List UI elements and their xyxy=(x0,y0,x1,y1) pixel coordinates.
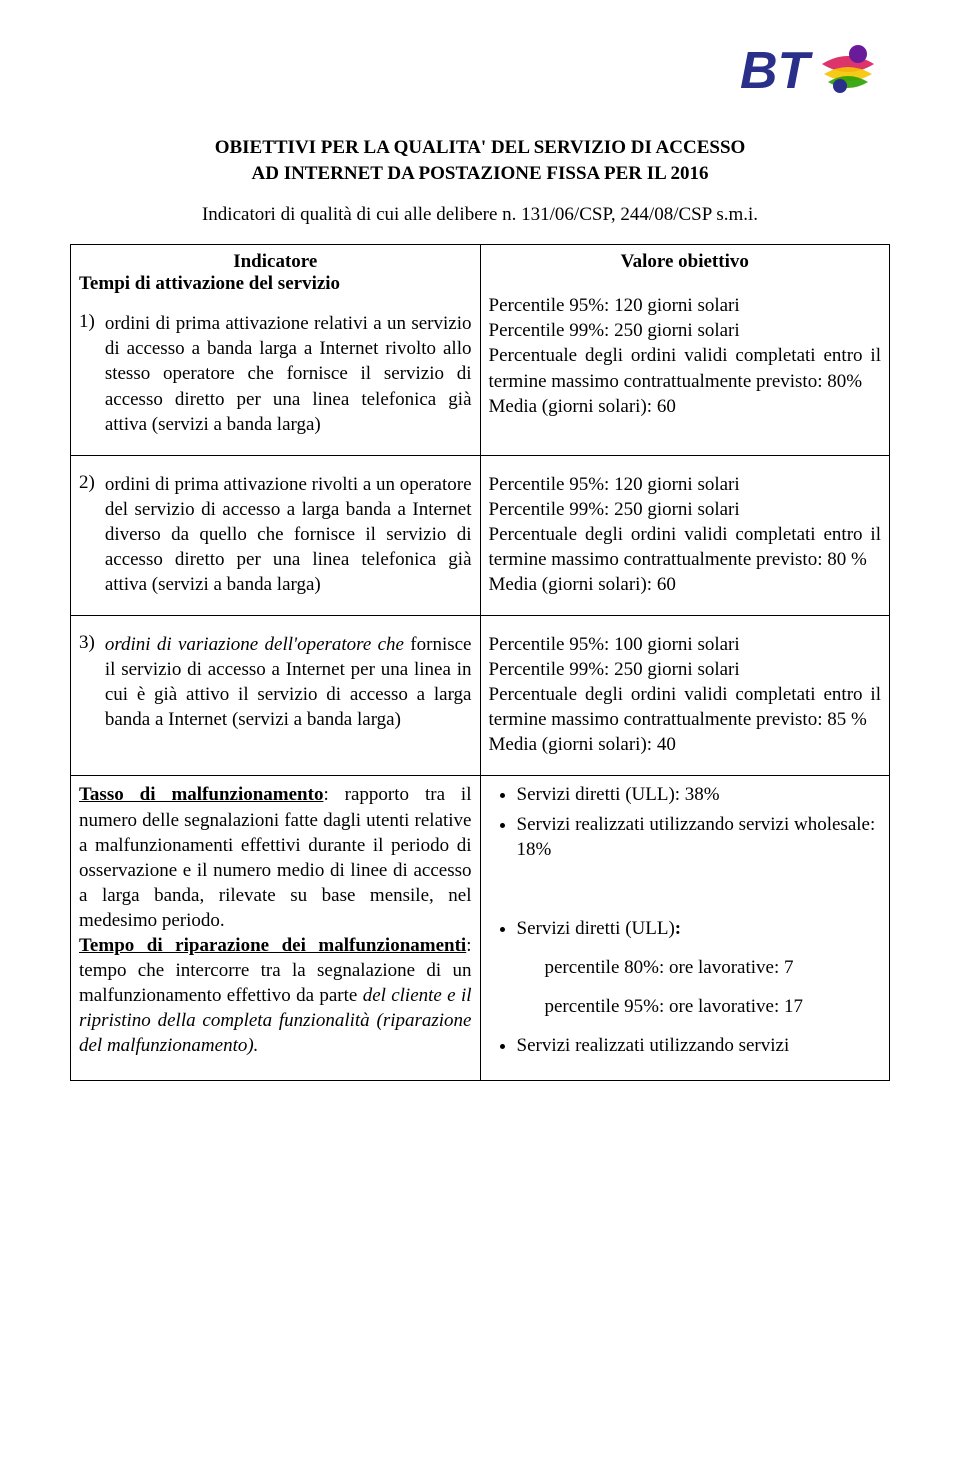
bt-logo: BT xyxy=(740,40,890,107)
item-number-2: 2) xyxy=(79,472,95,494)
item-number-3: 3) xyxy=(79,632,95,654)
val-1-p95: Percentile 95%: 120 giorni solari xyxy=(489,293,882,318)
val-2-media: Media (giorni solari): 60 xyxy=(489,572,882,597)
val-1-media: Media (giorni solari): 60 xyxy=(489,394,882,419)
tempo-riparazione: Tempo di riparazione dei malfunzionament… xyxy=(79,933,472,1058)
logo-text: BT xyxy=(740,42,814,100)
val-3-p99: Percentile 99%: 250 giorni solari xyxy=(489,657,882,682)
val-2-pct: Percentuale degli ordini validi completa… xyxy=(489,522,882,572)
title-line-1: OBIETTIVI PER LA QUALITA' DEL SERVIZIO D… xyxy=(70,135,890,161)
tasso-malfunzionamento: Tasso di malfunzionamento: rapporto tra … xyxy=(79,782,472,932)
val-3-media: Media (giorni solari): 40 xyxy=(489,732,882,757)
val-1-p99: Percentile 99%: 250 giorni solari xyxy=(489,318,882,343)
item-body-2: ordini di prima attivazione rivolti a un… xyxy=(105,472,472,597)
col-header-indicatore: Indicatore xyxy=(79,251,472,273)
bullet-servizi-wholesale-18: Servizi realizzati utilizzando servizi w… xyxy=(517,812,882,862)
item-number-1: 1) xyxy=(79,311,95,333)
bullet-servizi-diretti-ull: Servizi diretti (ULL): percentile 80%: o… xyxy=(517,916,882,1019)
table-row: Tasso di malfunzionamento: rapporto tra … xyxy=(71,776,890,1081)
table-row: 3) ordini di variazione dell'operatore c… xyxy=(71,616,890,776)
logo-row: BT xyxy=(70,40,890,107)
bullet-servizi-diretti-38: Servizi diretti (ULL): 38% xyxy=(517,782,882,807)
item-body-1: ordini di prima attivazione relativi a u… xyxy=(105,311,472,436)
table-row: 2) ordini di prima attivazione rivolti a… xyxy=(71,455,890,615)
percentile-80: percentile 80%: ore lavorative: 7 xyxy=(545,955,882,980)
val-2-p99: Percentile 99%: 250 giorni solari xyxy=(489,497,882,522)
val-3-pct: Percentuale degli ordini validi completa… xyxy=(489,682,882,732)
val-1-pct: Percentuale degli ordini validi completa… xyxy=(489,343,882,393)
page-title: OBIETTIVI PER LA QUALITA' DEL SERVIZIO D… xyxy=(70,135,890,186)
bullet-servizi-wholesale-partial: Servizi realizzati utilizzando servizi xyxy=(517,1033,882,1058)
indicators-table: Indicatore Tempi di attivazione del serv… xyxy=(70,244,890,1081)
val-3-p95: Percentile 95%: 100 giorni solari xyxy=(489,632,882,657)
val-2-p95: Percentile 95%: 120 giorni solari xyxy=(489,472,882,497)
table-row: Indicatore Tempi di attivazione del serv… xyxy=(71,245,890,455)
item-body-3: ordini di variazione dell'operatore che … xyxy=(105,632,472,732)
section-title-tempi: Tempi di attivazione del servizio xyxy=(79,273,472,295)
percentile-95: percentile 95%: ore lavorative: 17 xyxy=(545,994,882,1019)
col-header-valore: Valore obiettivo xyxy=(489,251,882,273)
page-subtitle: Indicatori di qualità di cui alle delibe… xyxy=(70,204,890,226)
title-line-2: AD INTERNET DA POSTAZIONE FISSA PER IL 2… xyxy=(70,161,890,187)
